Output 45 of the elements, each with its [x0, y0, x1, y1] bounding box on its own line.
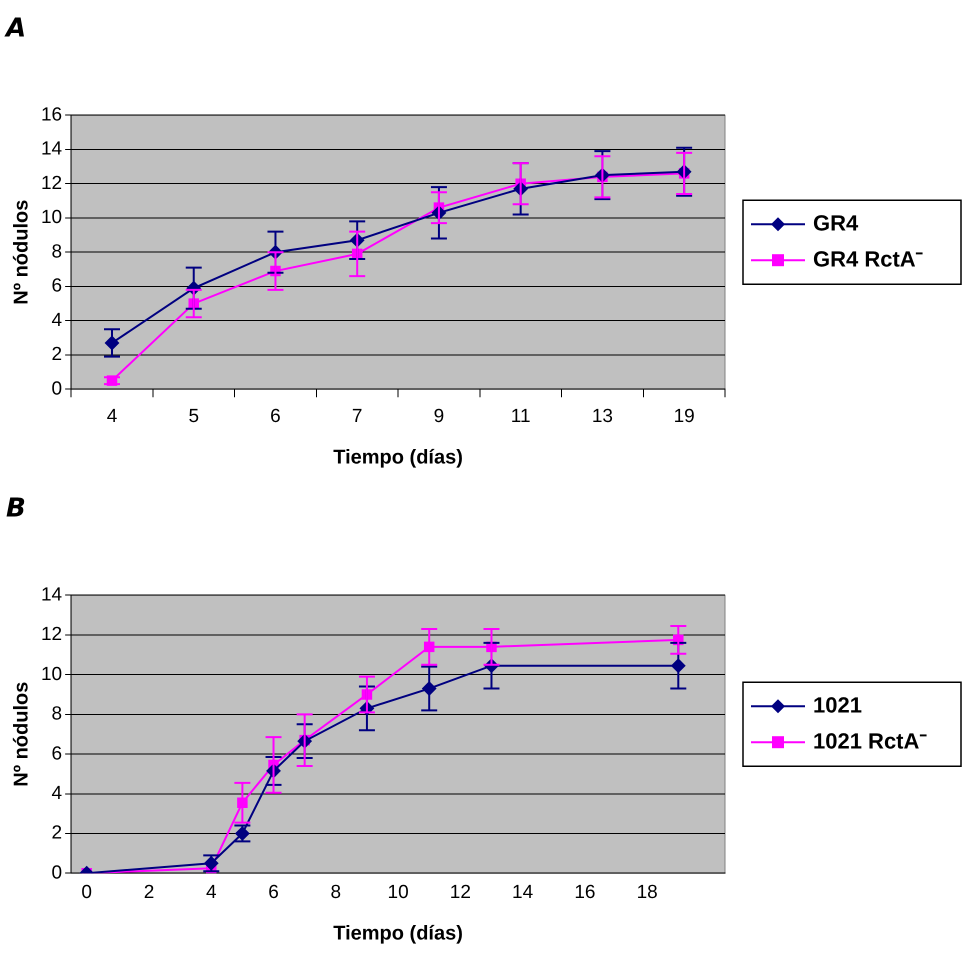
x-tick-label: 4: [106, 406, 118, 427]
legend-label: GR4 RctA⁻: [813, 246, 924, 272]
x-tick-label: 12: [450, 882, 471, 903]
y-tick-label: 14: [40, 138, 63, 160]
y-tick-label: 0: [52, 862, 62, 884]
chart-title: B: [6, 493, 26, 524]
y-axis-title: Nº nódulos: [10, 682, 33, 787]
x-tick-label: 5: [188, 406, 200, 427]
x-tick-label: 7: [352, 406, 362, 427]
y-tick-label: 2: [52, 822, 62, 844]
y-tick-label: 8: [52, 704, 62, 725]
x-tick-label: 2: [144, 882, 154, 903]
x-tick-label: 9: [434, 406, 444, 427]
x-tick-label: 6: [268, 882, 279, 903]
y-tick-label: 6: [52, 276, 62, 297]
x-tick-label: 18: [636, 882, 658, 903]
y-tick-label: 12: [40, 172, 62, 194]
y-tick-label: 6: [52, 743, 62, 764]
x-tick-label: 14: [512, 882, 534, 903]
x-tick-label: 10: [387, 882, 409, 903]
x-axis-title: Tiempo (días): [333, 446, 463, 469]
x-tick-label: 4: [206, 882, 217, 903]
x-tick-label: 13: [592, 406, 613, 427]
y-tick-label: 10: [40, 207, 62, 228]
x-tick-label: 6: [270, 406, 281, 427]
x-tick-label: 16: [574, 882, 596, 903]
legend-label: 1021: [813, 692, 862, 718]
y-tick-label: 4: [52, 310, 63, 331]
y-tick-label: 4: [52, 783, 63, 804]
y-tick-label: 12: [40, 624, 62, 646]
y-tick-label: 14: [40, 584, 63, 606]
chart-title: A: [4, 13, 26, 44]
y-tick-label: 10: [40, 664, 62, 685]
legend-label: GR4: [813, 210, 859, 236]
x-tick-label: 19: [674, 406, 695, 427]
y-tick-label: 8: [52, 241, 62, 262]
y-tick-label: 2: [52, 344, 62, 366]
y-axis-title: Nº nódulos: [10, 200, 33, 305]
x-tick-label: 0: [81, 882, 92, 903]
y-tick-label: 0: [52, 378, 62, 400]
x-tick-label: 11: [510, 406, 531, 427]
legend-label: 1021 RctA⁻: [813, 728, 928, 754]
y-tick-label: 16: [40, 104, 62, 126]
x-axis-title: Tiempo (días): [333, 922, 463, 945]
x-tick-label: 8: [330, 882, 342, 903]
